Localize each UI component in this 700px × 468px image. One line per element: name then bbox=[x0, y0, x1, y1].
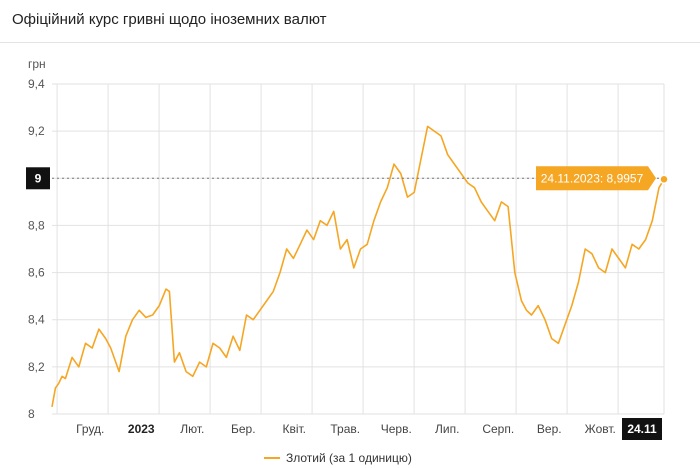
y-tick-label: 8,4 bbox=[28, 313, 45, 327]
x-tick-label: Лют. bbox=[180, 422, 204, 436]
series-line[interactable] bbox=[51, 125, 665, 408]
y-tick-label: 8,6 bbox=[28, 266, 45, 280]
x-tick-label: Лип. bbox=[435, 422, 459, 436]
hover-point bbox=[659, 174, 669, 185]
y-tick-label: 8 bbox=[28, 407, 35, 421]
svg-text:9: 9 bbox=[35, 171, 42, 185]
svg-text:24.11: 24.11 bbox=[627, 422, 657, 436]
y-tick-label: 9,4 bbox=[28, 77, 45, 91]
x-tick-label: Черв. bbox=[381, 422, 412, 436]
header-bar: Офіційний курс гривні щодо іноземних вал… bbox=[0, 0, 700, 43]
x-tick-label: Серп. bbox=[482, 422, 514, 436]
x-tick-label: Квіт. bbox=[282, 422, 306, 436]
x-tick-label: Бер. bbox=[231, 422, 256, 436]
legend[interactable]: Злотий (за 1 одиницю) bbox=[264, 451, 412, 465]
x-end-marker: 24.11 bbox=[622, 418, 662, 440]
x-tick-label: Вер. bbox=[537, 422, 562, 436]
y-tick-label: 9,2 bbox=[28, 124, 45, 138]
legend-label: Злотий (за 1 одиницю) bbox=[286, 451, 412, 465]
x-tick-label: Жовт. bbox=[585, 422, 616, 436]
svg-text:24.11.2023: 8,9957: 24.11.2023: 8,9957 bbox=[541, 171, 644, 185]
y-value-marker: 9 bbox=[26, 167, 50, 190]
y-tick-label: 8,2 bbox=[28, 360, 45, 374]
y-tick-label: 8,8 bbox=[28, 218, 45, 232]
x-tick-label: Груд. bbox=[76, 422, 104, 436]
x-tick-label: Трав. bbox=[330, 422, 360, 436]
x-tick-label: 2023 bbox=[128, 422, 155, 436]
y-axis-label: грн bbox=[28, 57, 46, 71]
tooltip: 24.11.2023: 8,9957 bbox=[536, 166, 656, 191]
page-title: Офіційний курс гривні щодо іноземних вал… bbox=[12, 11, 327, 28]
